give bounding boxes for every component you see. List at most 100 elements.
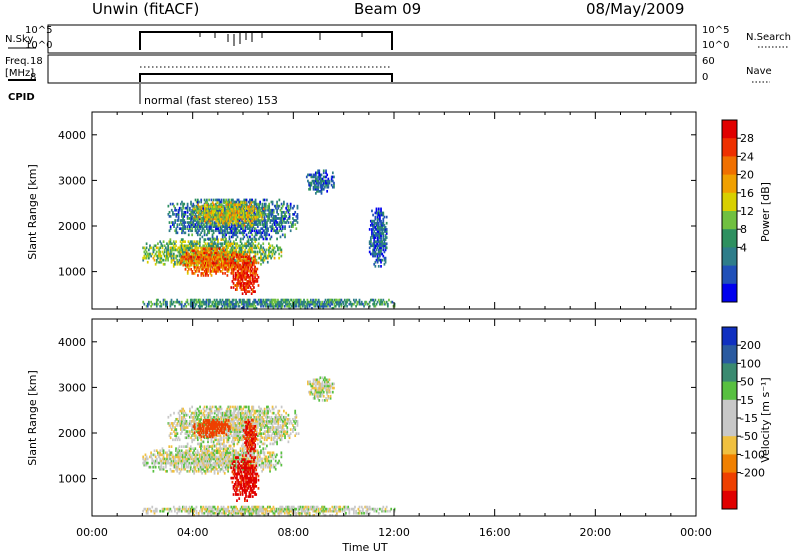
heatmap-cell	[227, 447, 230, 451]
heatmap-cell	[245, 277, 247, 281]
heatmap-cell	[373, 234, 376, 237]
heatmap-cell	[254, 298, 257, 302]
heatmap-cell	[244, 271, 246, 275]
heatmap-cell	[302, 304, 304, 308]
heatmap-cell	[200, 453, 202, 457]
heatmap-cell	[283, 217, 285, 220]
heatmap-cell	[163, 461, 166, 465]
heatmap-cell	[228, 459, 231, 463]
heatmap-cell	[235, 302, 237, 306]
heatmap-cell	[191, 300, 193, 304]
heatmap-cell	[189, 422, 191, 425]
heatmap-cell	[373, 221, 376, 225]
heatmap-cell	[223, 257, 225, 261]
heatmap-cell	[185, 304, 188, 308]
heatmap-cell	[244, 211, 247, 215]
heatmap-cell	[221, 231, 224, 235]
heatmap-cell	[179, 451, 182, 455]
heatmap-cell	[220, 265, 223, 269]
heatmap-cell	[232, 233, 234, 237]
heatmap-cell	[272, 215, 275, 218]
heatmap-cell	[384, 226, 387, 229]
heatmap-cell	[324, 302, 327, 306]
heatmap-cell	[246, 457, 249, 461]
heatmap-cell	[218, 465, 220, 469]
heatmap-cell	[194, 215, 197, 218]
heatmap-cell	[338, 302, 340, 306]
heatmap-cell	[312, 300, 314, 304]
heatmap-cell	[206, 257, 208, 261]
heatmap-cell	[291, 304, 294, 308]
heatmap-cell	[252, 304, 254, 308]
heatmap-cell	[203, 459, 206, 463]
heatmap-cell	[195, 417, 198, 421]
heatmap-cell	[217, 242, 219, 246]
heatmap-cell	[191, 415, 194, 419]
heatmap-cell	[200, 207, 203, 211]
heatmap-cell	[216, 213, 219, 217]
heatmap-cell	[212, 304, 215, 308]
heatmap-cell	[264, 300, 267, 304]
heatmap-cell	[239, 237, 242, 241]
heatmap-cell	[230, 231, 233, 235]
heatmap-cell	[169, 250, 172, 254]
heatmap-cell	[245, 255, 247, 259]
heatmap-cell	[255, 465, 258, 469]
heatmap-cell	[227, 259, 230, 263]
heatmap-cell	[235, 248, 237, 252]
heatmap-cell	[252, 219, 255, 222]
heatmap-cell	[380, 213, 382, 217]
heatmap-cell	[192, 453, 194, 457]
heatmap-cell	[265, 455, 268, 459]
heatmap-cell	[254, 202, 257, 206]
heatmap-cell	[190, 259, 193, 263]
heatmap-cell	[261, 252, 263, 256]
heatmap-cell	[251, 207, 254, 211]
heatmap-cell	[198, 459, 201, 463]
nsearch-tick-top: 10^5	[702, 25, 729, 36]
heatmap-cell	[250, 213, 253, 217]
heatmap-cell	[192, 225, 195, 228]
heatmap-cell	[197, 203, 199, 207]
heatmap-cell	[237, 244, 240, 248]
heatmap-cell	[271, 302, 274, 306]
heatmap-cell	[234, 242, 236, 246]
heatmap-cell	[224, 251, 226, 255]
heatmap-cell	[196, 240, 199, 244]
heatmap-cell	[214, 304, 217, 308]
heatmap-cell	[169, 424, 172, 427]
heatmap-cell	[223, 471, 226, 475]
heatmap-cell	[203, 257, 206, 261]
heatmap-cell	[218, 231, 221, 235]
heatmap-cell	[317, 298, 320, 302]
heatmap-cell	[231, 217, 233, 221]
heatmap-cell	[191, 259, 194, 263]
heatmap-cell	[200, 213, 203, 217]
heatmap-cell	[193, 465, 196, 469]
heatmap-cell	[186, 455, 189, 459]
heatmap-cell	[247, 240, 250, 244]
heatmap-cell	[178, 260, 181, 264]
heatmap-cell	[241, 231, 243, 235]
heatmap-cell	[226, 211, 229, 215]
heatmap-cell	[194, 428, 197, 431]
heatmap-cell	[246, 267, 249, 271]
heatmap-cell	[380, 244, 382, 248]
heatmap-cell	[169, 254, 172, 258]
heatmap-cell	[230, 219, 233, 222]
heatmap-cell	[280, 298, 283, 302]
heatmap-cell	[248, 209, 250, 213]
heatmap-cell	[321, 300, 324, 304]
heatmap-cell	[195, 436, 198, 440]
heatmap-cell	[220, 463, 223, 467]
heatmap-cell	[235, 215, 238, 219]
heatmap-cell	[326, 302, 329, 306]
heatmap-cell	[180, 306, 183, 310]
heatmap-cell	[213, 213, 215, 217]
heatmap-cell	[270, 300, 273, 304]
heatmap-cell	[222, 207, 224, 211]
heatmap-cell	[162, 298, 165, 302]
heatmap-cell	[176, 298, 179, 302]
heatmap-cell	[178, 471, 181, 475]
